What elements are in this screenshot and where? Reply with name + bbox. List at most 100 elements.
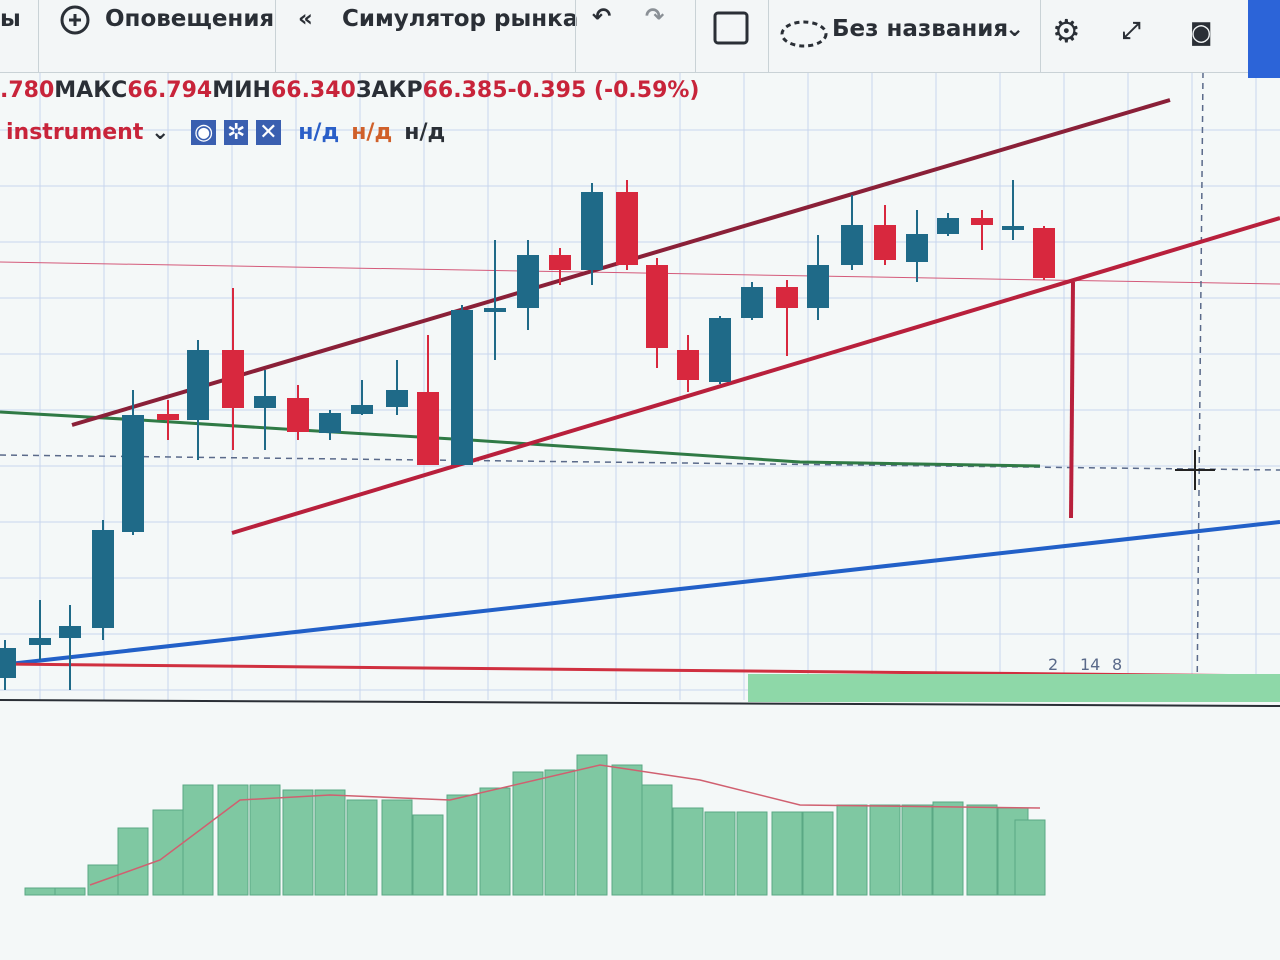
volume-bar bbox=[1014, 819, 1046, 896]
candle-body bbox=[581, 192, 603, 270]
candle-body bbox=[549, 255, 571, 270]
candle-body bbox=[741, 287, 763, 318]
open-value: .780 bbox=[0, 78, 55, 103]
volume-bar bbox=[576, 754, 608, 896]
volume-bar bbox=[217, 784, 249, 896]
candle-body bbox=[1002, 226, 1024, 230]
dropdown-arrow[interactable]: ⌄ bbox=[1005, 16, 1025, 42]
candle-body bbox=[709, 318, 731, 382]
volume-bar bbox=[672, 807, 704, 896]
candle-body bbox=[646, 265, 668, 348]
indicator-legend: instrument ⌄ ◉ ✲ ✕ н/д н/д н/д bbox=[6, 120, 446, 145]
volume-bar bbox=[771, 811, 803, 896]
replay-icon: « bbox=[298, 6, 313, 32]
candle-body bbox=[841, 225, 863, 265]
ohlc-legend: .780МАКС66.794МИН66.340ЗАКР66.385-0.395 … bbox=[0, 78, 699, 103]
candle-body bbox=[92, 530, 114, 628]
candle-body bbox=[59, 626, 81, 638]
indicator-name[interactable]: instrument bbox=[6, 120, 144, 145]
high-label: МАКС bbox=[54, 78, 128, 103]
candle-body bbox=[122, 415, 144, 532]
change-value: -0.395 (-0.59%) bbox=[507, 78, 700, 103]
candle-body bbox=[616, 192, 638, 265]
volume-bar bbox=[479, 787, 511, 896]
target-line bbox=[1069, 281, 1075, 519]
pane-divider bbox=[0, 699, 1280, 707]
event-marker: 8 bbox=[1112, 655, 1122, 674]
volume-bar bbox=[446, 794, 478, 896]
screenshot-button[interactable]: ◙ bbox=[1190, 20, 1213, 46]
volume-bar bbox=[346, 799, 378, 896]
low-value: 66.340 bbox=[270, 78, 356, 103]
eye-button[interactable]: ◉ bbox=[191, 120, 217, 145]
volume-bar bbox=[901, 804, 933, 896]
alerts-button[interactable]: Оповещения bbox=[105, 6, 275, 32]
candle-body bbox=[937, 218, 959, 234]
separator bbox=[768, 0, 769, 72]
volume-bar bbox=[641, 784, 673, 896]
separator bbox=[575, 0, 576, 72]
toolbar-item[interactable]: ы bbox=[0, 6, 21, 32]
layout-name[interactable]: Без названия bbox=[832, 16, 1009, 42]
candle-body bbox=[254, 396, 276, 408]
volume-bar bbox=[249, 784, 281, 896]
volume-bar bbox=[611, 764, 643, 896]
volume-bar bbox=[932, 801, 964, 896]
candle-body bbox=[187, 350, 209, 420]
volume-bar bbox=[24, 887, 56, 896]
remove-button[interactable]: ✕ bbox=[256, 120, 281, 145]
crosshair-v bbox=[1196, 71, 1204, 701]
indicator-value: н/д bbox=[404, 120, 446, 145]
event-marker: 2 bbox=[1048, 655, 1058, 674]
toolbar: ы Оповещения « Симулятор рынка ↶ ↷ Без н… bbox=[0, 0, 1280, 78]
volume-bar bbox=[869, 804, 901, 896]
separator bbox=[1040, 0, 1041, 72]
candle-body bbox=[874, 225, 896, 260]
volume-bar bbox=[544, 769, 576, 896]
candle-body bbox=[222, 350, 244, 408]
candle-body bbox=[29, 638, 51, 645]
volume-bar bbox=[966, 804, 998, 896]
undo-button[interactable]: ↶ bbox=[592, 4, 612, 30]
replay-button[interactable]: Симулятор рынка bbox=[342, 6, 579, 32]
candle-body bbox=[807, 265, 829, 308]
close-value: 66.385 bbox=[422, 78, 508, 103]
range-band bbox=[748, 674, 1280, 702]
trend-line bbox=[0, 520, 1280, 667]
candle-body bbox=[287, 398, 309, 432]
volume-bar bbox=[512, 771, 544, 896]
volume-bar bbox=[412, 814, 444, 896]
candle-body bbox=[451, 310, 473, 465]
volume-bar bbox=[182, 784, 214, 896]
candle-body bbox=[484, 308, 506, 312]
volume-bar bbox=[152, 809, 184, 896]
indicator-value: н/д bbox=[298, 120, 340, 145]
fullscreen-button[interactable]: ⤢ bbox=[1122, 18, 1141, 44]
candle-body bbox=[157, 414, 179, 420]
crosshair-h bbox=[0, 454, 1280, 471]
separator bbox=[695, 0, 696, 72]
candle-body bbox=[386, 390, 408, 407]
redo-button[interactable]: ↷ bbox=[645, 4, 665, 30]
candle-body bbox=[677, 350, 699, 380]
trend-line bbox=[231, 216, 1280, 535]
settings-button[interactable]: ⚙ bbox=[1052, 12, 1081, 50]
volume-bar bbox=[314, 789, 346, 896]
settings-small[interactable]: ✲ bbox=[224, 120, 249, 145]
candle-body bbox=[319, 413, 341, 433]
candle-body bbox=[351, 405, 373, 414]
volume-bar bbox=[282, 789, 314, 896]
low-label: МИН bbox=[212, 78, 271, 103]
indicator-value: н/д bbox=[351, 120, 393, 145]
volume-bar bbox=[836, 804, 868, 896]
candle-body bbox=[417, 392, 439, 465]
candle-body bbox=[906, 234, 928, 262]
candle-body bbox=[776, 287, 798, 308]
candle-body bbox=[517, 255, 539, 308]
fullscreen-box[interactable] bbox=[712, 10, 752, 50]
alert-icon bbox=[60, 5, 90, 35]
separator bbox=[38, 0, 39, 72]
event-marker: 14 bbox=[1080, 655, 1100, 674]
